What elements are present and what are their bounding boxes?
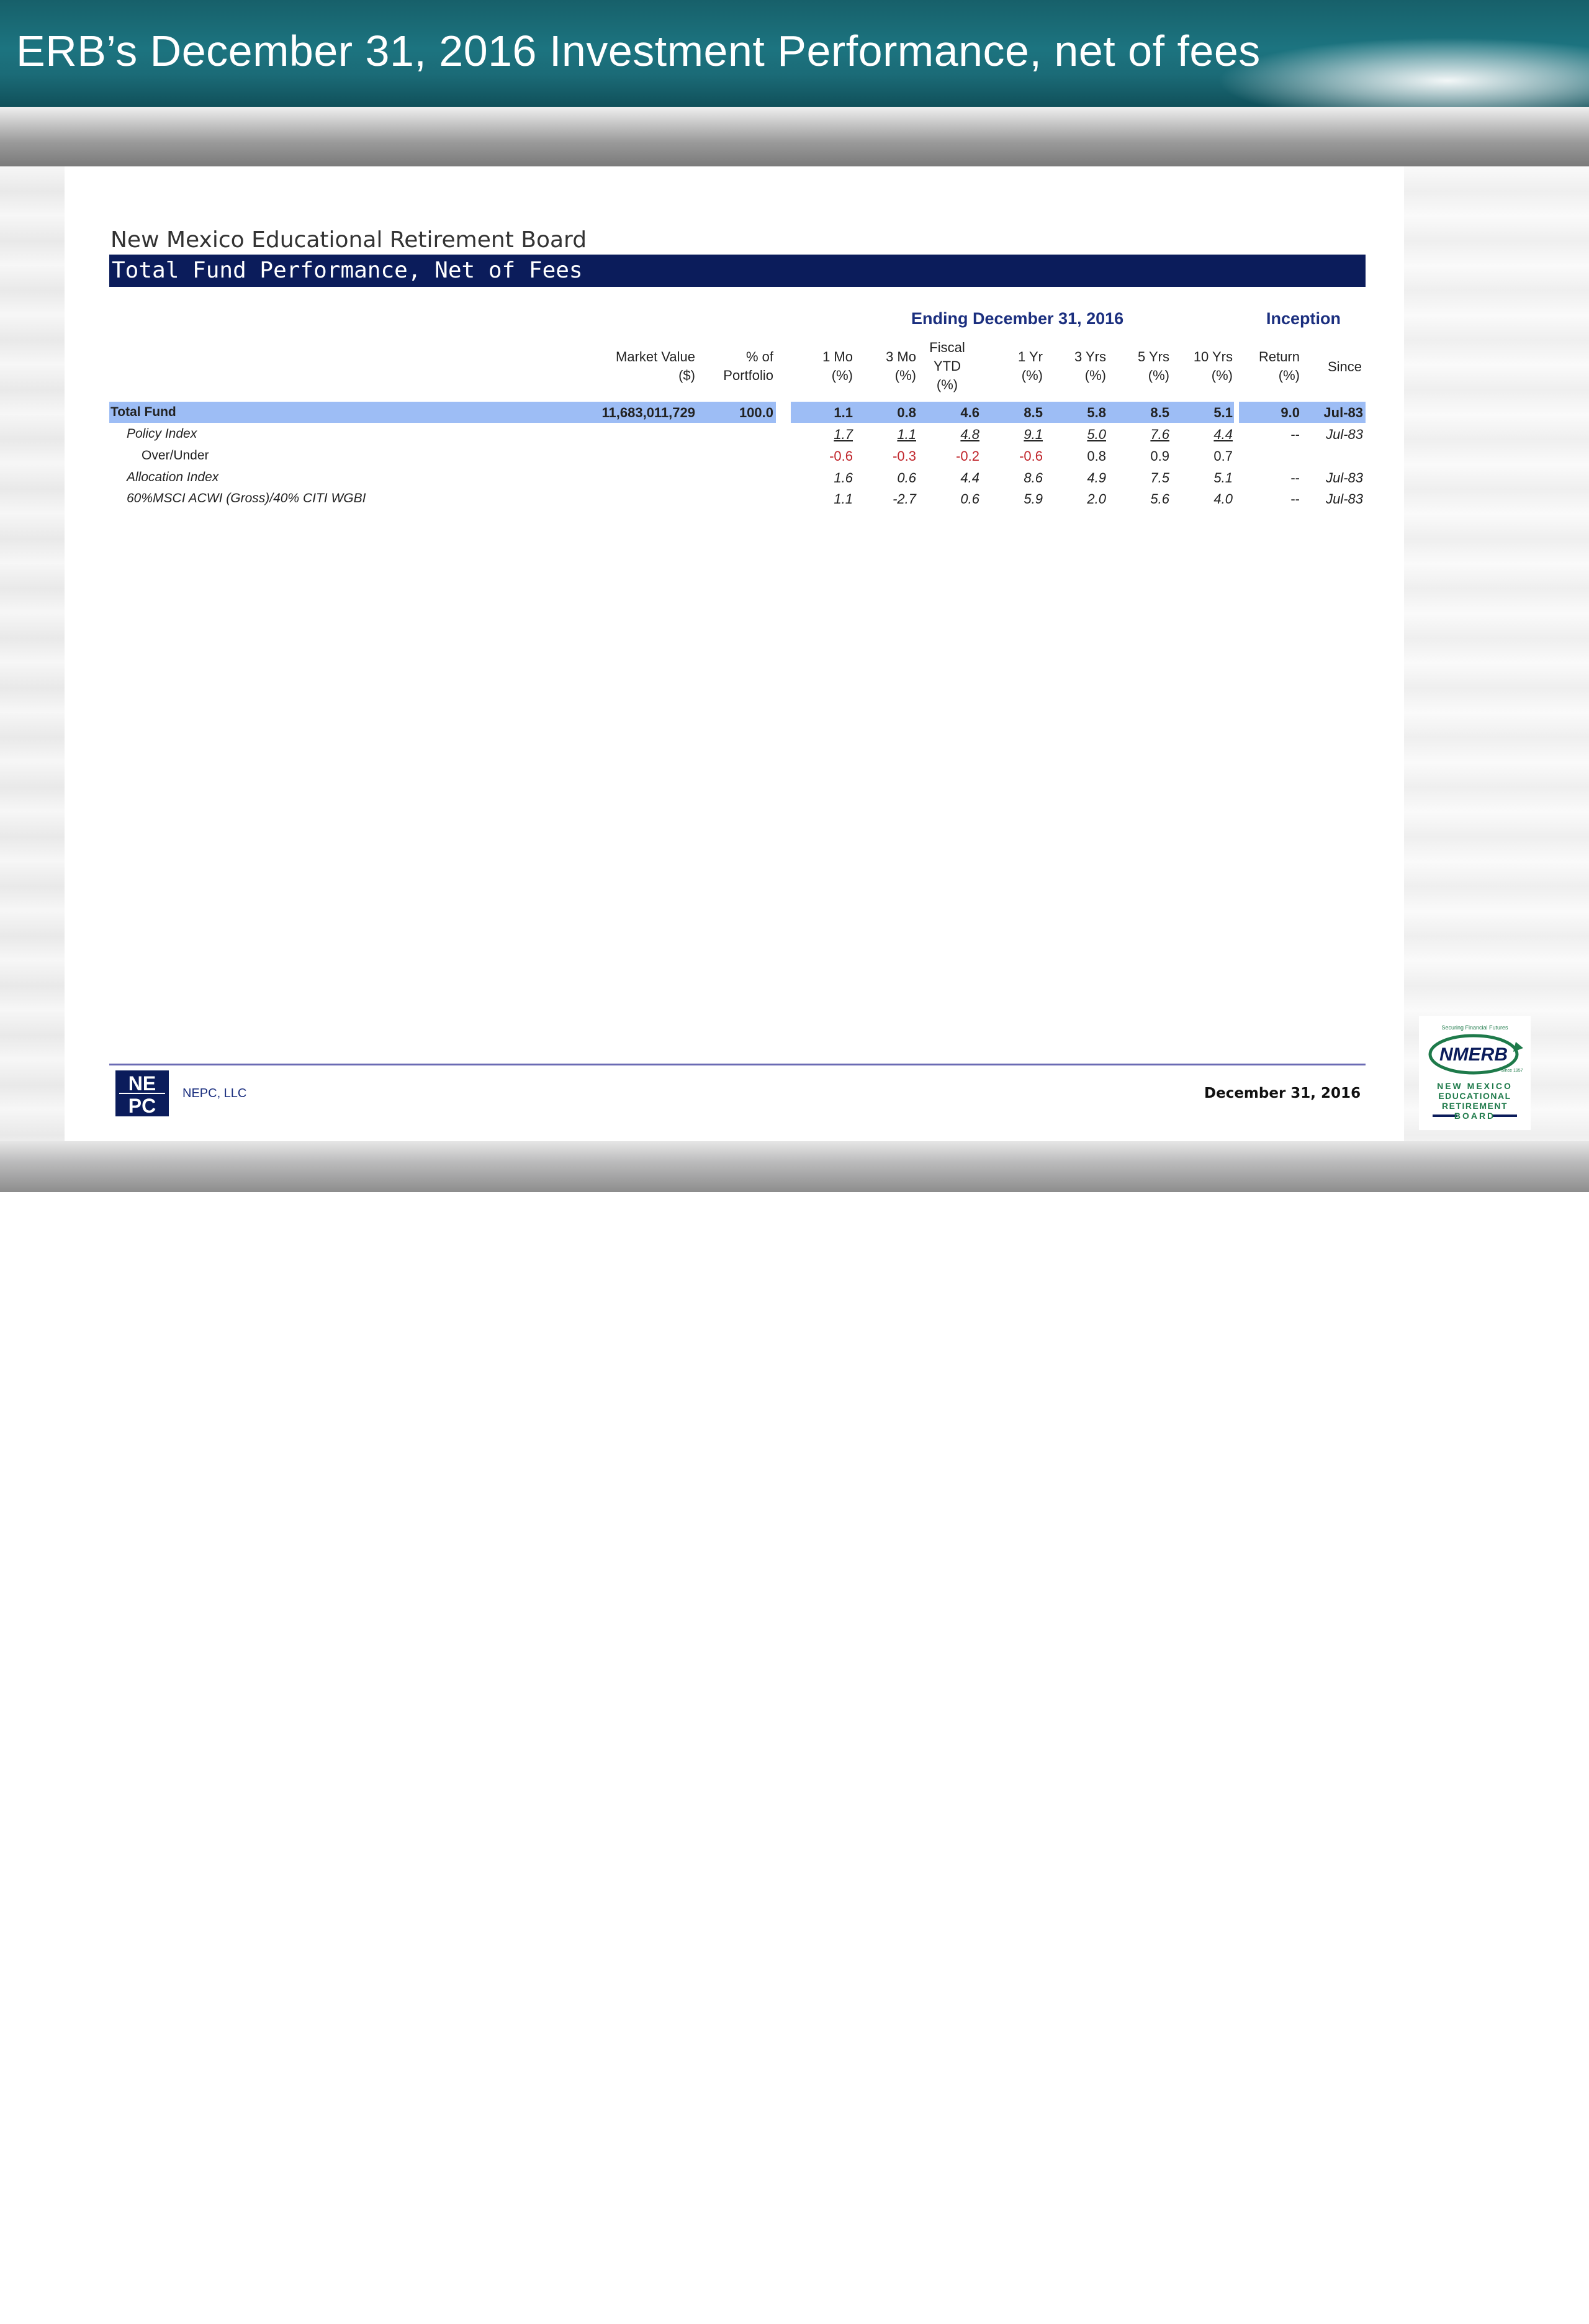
col-header-1yr: 1 Yr (%) (1018, 349, 1043, 383)
over-under-fytd: -0.2 (956, 448, 979, 464)
organization-name: New Mexico Educational Retirement Board (110, 227, 587, 253)
allocation-index-return: -- (1290, 470, 1300, 486)
total-fund-3yrs: 5.8 (1087, 405, 1106, 420)
policy-index-since: Jul-83 (1326, 427, 1363, 442)
benchmark-60-40-return: -- (1290, 491, 1300, 507)
nmerb-line-2: EDUCATIONAL (1438, 1091, 1511, 1101)
policy-index-fytd: 4.8 (960, 427, 979, 442)
page-number: 4 (12, 2293, 28, 2323)
slide-content-area (65, 166, 1404, 1141)
nmerb-line-3: RETIREMENT (1442, 1101, 1508, 1111)
allocation-index-3yrs: 4.9 (1087, 470, 1106, 486)
total-fund-highlight-mid (791, 402, 1234, 423)
group-header-inception: Inception (1266, 309, 1341, 328)
table-title: Total Fund Performance, Net of Fees (112, 258, 583, 283)
nepc-logo-mark: NE PC (115, 1070, 169, 1117)
total-fund-5yrs: 8.5 (1150, 405, 1169, 420)
nepc-logo: NE PC (115, 1070, 169, 1117)
col-header-return: Return (%) (1258, 349, 1300, 383)
nmerb-line-1: NEW MEXICO (1437, 1081, 1513, 1091)
col-header-pct-portfolio: % of Portfolio (723, 349, 773, 383)
total-fund-pct: 100.0 (739, 405, 773, 420)
right-decor-strip (1404, 166, 1589, 1141)
col-header-5yrs: 5 Yrs (%) (1138, 349, 1169, 383)
total-fund-market-value: 11,683,011,729 (601, 405, 696, 420)
nmerb-main-text: NMERB (1439, 1044, 1508, 1065)
allocation-index-3mo: 0.6 (897, 470, 916, 486)
left-decor-strip (0, 166, 65, 1141)
total-fund-10yrs: 5.1 (1213, 405, 1233, 420)
nmerb-logo: Securing Financial Futures NMERB Since 1… (1419, 1016, 1531, 1130)
policy-index-return: -- (1290, 427, 1300, 442)
benchmark-60-40-fytd: 0.6 (960, 491, 979, 507)
col-header-3mo: 3 Mo (%) (886, 349, 916, 383)
policy-index-5yrs: 7.6 (1150, 427, 1169, 442)
nmerb-line-4: BOARD (1454, 1111, 1495, 1121)
row-label-total-fund: Total Fund (110, 405, 176, 419)
allocation-index-fytd: 4.4 (960, 470, 979, 486)
allocation-index-10yrs: 5.1 (1213, 470, 1233, 486)
row-label-policy-index: Policy Index (127, 427, 197, 441)
row-label-60-40-benchmark: 60%MSCI ACWI (Gross)/40% CITI WGBI (127, 491, 366, 505)
footer-band: 4 (0, 1141, 1589, 2323)
slide-title: ERB’s December 31, 2016 Investment Perfo… (16, 27, 1261, 75)
nmerb-since-text: Since 1957 (1501, 1069, 1523, 1073)
over-under-1yr: -0.6 (1019, 448, 1043, 464)
benchmark-60-40-since: Jul-83 (1326, 491, 1363, 507)
benchmark-60-40-3yrs: 2.0 (1087, 491, 1106, 507)
row-label-allocation-index: Allocation Index (127, 470, 219, 484)
col-header-10yrs: 10 Yrs (%) (1193, 349, 1233, 383)
nepc-company-name: NEPC, LLC (182, 1087, 247, 1100)
benchmark-60-40-1yr: 5.9 (1024, 491, 1043, 507)
over-under-3yrs: 0.8 (1087, 448, 1106, 464)
col-header-since: Since (1327, 359, 1362, 374)
row-label-over-under: Over/Under (142, 448, 209, 463)
nmerb-arc-text: Securing Financial Futures (1441, 1024, 1508, 1031)
group-header-ending: Ending December 31, 2016 (911, 309, 1124, 328)
policy-index-3yrs: 5.0 (1087, 427, 1106, 442)
footer-date: December 31, 2016 (1204, 1085, 1361, 1101)
benchmark-60-40-1mo: 1.1 (834, 491, 853, 507)
total-fund-1mo: 1.1 (834, 405, 853, 420)
over-under-5yrs: 0.9 (1150, 448, 1169, 464)
col-header-3yrs: 3 Yrs (%) (1074, 349, 1106, 383)
over-under-1mo: -0.6 (829, 448, 853, 464)
over-under-3mo: -0.3 (893, 448, 916, 464)
nepc-logo-bottom: PC (128, 1095, 156, 1116)
allocation-index-since: Jul-83 (1326, 470, 1363, 486)
total-fund-highlight-right (1239, 402, 1366, 423)
policy-index-1yr: 9.1 (1024, 427, 1043, 442)
title-banner: ERB’s December 31, 2016 Investment Perfo… (0, 0, 1589, 124)
report-footer-line (109, 1064, 1366, 1065)
policy-index-3mo: 1.1 (897, 427, 916, 442)
allocation-index-1yr: 8.6 (1024, 470, 1043, 486)
total-fund-1yr: 8.5 (1024, 405, 1043, 420)
table-title-bar: Total Fund Performance, Net of Fees (109, 255, 1366, 287)
over-under-10yrs: 0.7 (1213, 448, 1233, 464)
allocation-index-1mo: 1.6 (834, 470, 853, 486)
total-fund-fytd: 4.6 (960, 405, 979, 420)
policy-index-1mo: 1.7 (834, 427, 853, 442)
benchmark-60-40-3mo: -2.7 (893, 491, 916, 507)
total-fund-return: 9.0 (1281, 405, 1300, 420)
benchmark-60-40-5yrs: 5.6 (1150, 491, 1169, 507)
nmerb-logo-mark: Securing Financial Futures NMERB Since 1… (1419, 1016, 1531, 1130)
col-header-1mo: 1 Mo (%) (822, 349, 853, 383)
benchmark-60-40-10yrs: 4.0 (1213, 491, 1233, 507)
total-fund-since: Jul-83 (1323, 405, 1363, 420)
allocation-index-5yrs: 7.5 (1150, 470, 1169, 486)
policy-index-10yrs: 4.4 (1213, 427, 1233, 442)
total-fund-highlight-left (109, 402, 776, 423)
header-silver-band (0, 107, 1589, 166)
col-header-fiscal-ytd: Fiscal YTD (%) (929, 340, 965, 392)
total-fund-3mo: 0.8 (897, 405, 916, 420)
col-header-market-value: Market Value ($) (616, 349, 695, 383)
nepc-logo-top: NE (128, 1072, 156, 1095)
